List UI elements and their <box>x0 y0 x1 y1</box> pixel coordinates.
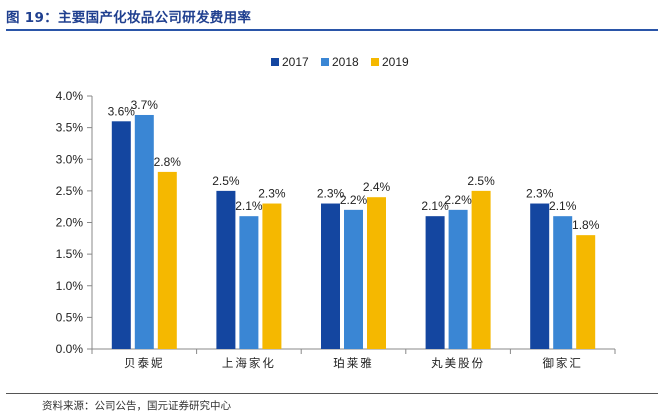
bar-2018-御家汇 <box>553 216 573 349</box>
y-tick-label: 0.5% <box>56 310 84 324</box>
y-tick-label: 3.0% <box>56 152 84 166</box>
data-label-2019-珀莱雅: 2.4% <box>363 180 391 194</box>
bar-2017-上海家化 <box>216 190 236 349</box>
data-label-2019-上海家化: 2.3% <box>258 187 286 201</box>
x-category-label: 珀莱雅 <box>333 356 374 370</box>
data-label-2018-珀莱雅: 2.2% <box>340 193 368 207</box>
y-tick-label: 2.0% <box>56 216 84 230</box>
y-tick-label: 3.5% <box>56 121 84 135</box>
bar-2019-珀莱雅 <box>367 197 386 349</box>
bar-2019-御家汇 <box>576 235 596 349</box>
x-category-label: 上海家化 <box>222 356 276 370</box>
data-label-2017-丸美股份: 2.1% <box>421 199 449 213</box>
data-label-2018-贝泰妮: 3.7% <box>131 98 159 112</box>
bar-2018-丸美股份 <box>448 209 468 349</box>
title-divider <box>6 29 658 31</box>
source-divider <box>6 393 658 394</box>
legend-label-2019: 2019 <box>382 55 409 69</box>
bar-2017-珀莱雅 <box>321 203 340 349</box>
bar-2017-御家汇 <box>530 203 550 349</box>
x-category-label: 御家汇 <box>542 356 583 370</box>
data-label-2017-上海家化: 2.5% <box>212 174 240 188</box>
y-tick-label: 1.0% <box>56 279 84 293</box>
x-category-label: 贝泰妮 <box>124 356 165 370</box>
data-label-2018-御家汇: 2.1% <box>549 199 577 213</box>
data-label-2019-贝泰妮: 2.8% <box>154 155 182 169</box>
bar-2018-上海家化 <box>239 216 259 349</box>
chart-container: 2017 2018 2019 0.0% 0.5% 1.0% 1.5% 2.0% 2.5% 3.0%… <box>0 40 664 380</box>
bar-2018-珀莱雅 <box>344 209 363 349</box>
data-label-2018-丸美股份: 2.2% <box>444 193 472 207</box>
figure-title: 图 19：主要国产化妆品公司研发费用率 <box>6 10 252 26</box>
bar-2018-贝泰妮 <box>134 114 154 349</box>
legend-label-2017: 2017 <box>282 55 309 69</box>
data-label-2017-御家汇: 2.3% <box>526 187 554 201</box>
bar-2017-贝泰妮 <box>111 121 131 349</box>
bar-chart: 2017 2018 2019 0.0% 0.5% 1.0% 1.5% 2.0% 2.5% 3.0%… <box>56 55 616 370</box>
data-label-2018-上海家化: 2.1% <box>235 199 263 213</box>
legend-swatch-2018 <box>321 58 329 66</box>
bar-2019-贝泰妮 <box>157 171 177 349</box>
figure-title-row: 图 19：主要国产化妆品公司研发费用率 <box>6 4 251 28</box>
y-tick-label: 1.5% <box>56 247 84 261</box>
legend-swatch-2017 <box>271 58 279 66</box>
bar-2019-上海家化 <box>262 203 282 349</box>
data-label-2017-珀莱雅: 2.3% <box>317 187 345 201</box>
y-tick-label: 0.0% <box>56 342 84 356</box>
source-note: 资料来源：公司公告，国元证券研究中心 <box>42 400 231 412</box>
data-label-2017-贝泰妮: 3.6% <box>108 104 136 118</box>
bar-2019-丸美股份 <box>471 190 491 349</box>
bar-2017-丸美股份 <box>425 216 445 349</box>
legend-swatch-2019 <box>371 58 379 66</box>
x-category-label: 丸美股份 <box>431 356 485 370</box>
y-tick-label: 4.0% <box>56 89 84 103</box>
legend-label-2018: 2018 <box>332 55 359 69</box>
data-label-2019-御家汇: 1.8% <box>572 218 600 232</box>
y-tick-label: 2.5% <box>56 184 84 198</box>
data-label-2019-丸美股份: 2.5% <box>467 174 495 188</box>
